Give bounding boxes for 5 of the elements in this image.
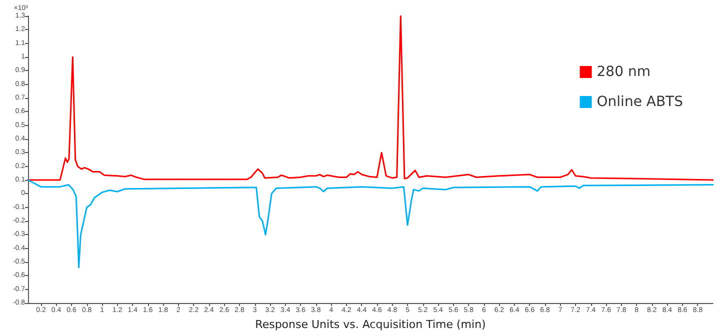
- legend-label: 280 nm: [596, 64, 650, 80]
- line-series: [27, 179, 714, 268]
- legend-label: Online ABTS: [596, 94, 684, 110]
- line-series: [27, 15, 714, 181]
- x-axis-title: Response Units vs. Acquisition Time (min): [255, 318, 486, 331]
